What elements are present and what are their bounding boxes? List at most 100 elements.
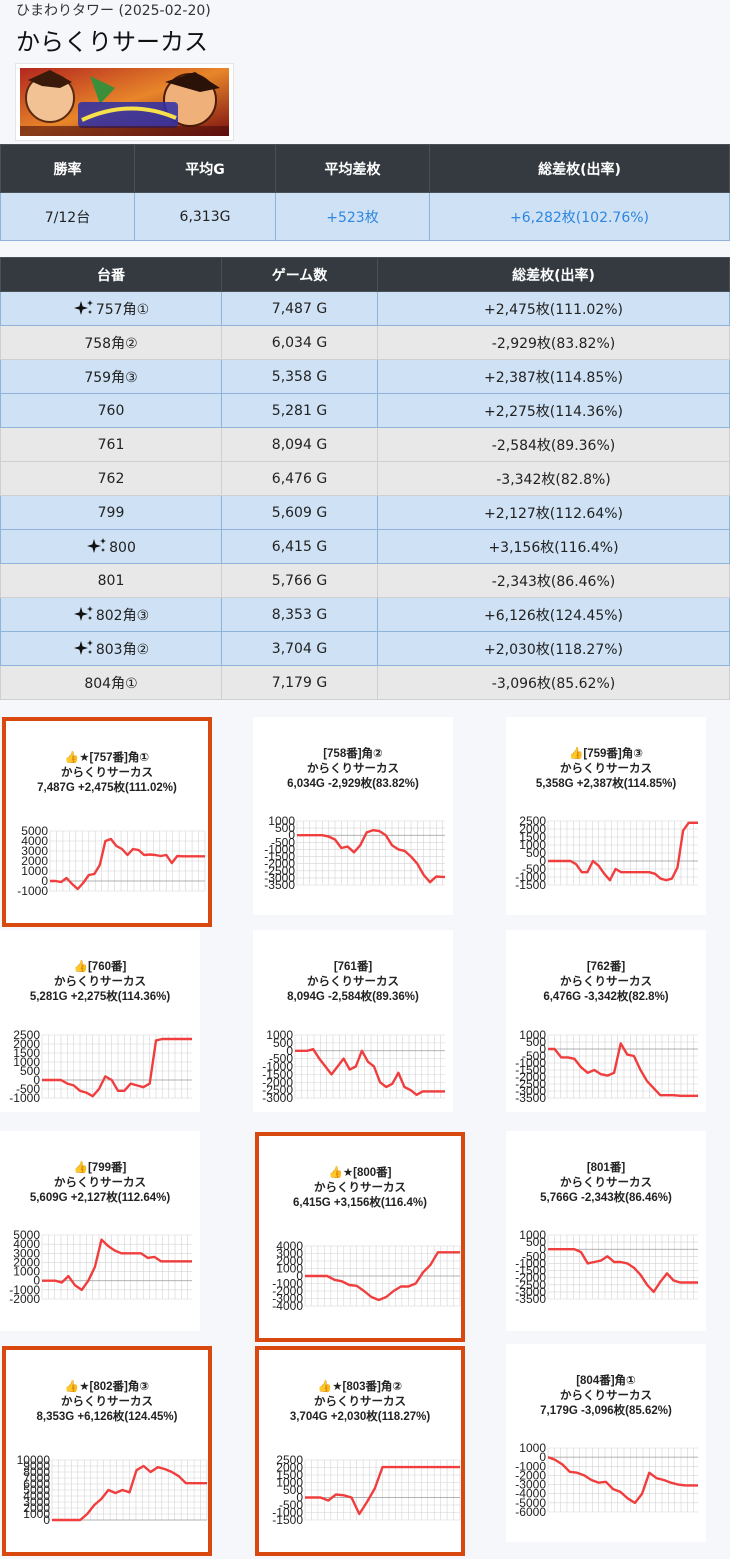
y-tick-label: -3000 xyxy=(262,1091,293,1105)
machine-row[interactable]: 762 6,476 G -3,342枚(82.8%) xyxy=(0,461,730,496)
machine-games: 6,476 G xyxy=(221,461,378,496)
y-tick-label: -2000 xyxy=(272,1284,303,1298)
sparkle-icon xyxy=(87,538,107,553)
y-tick-label: -3000 xyxy=(515,1285,546,1299)
y-tick-label: -500 xyxy=(522,862,546,876)
diff-series-line xyxy=(548,1042,698,1098)
summary-win-rate: 7/12台 xyxy=(0,192,135,241)
y-tick-label: 1000 xyxy=(519,1228,546,1242)
graph-card[interactable]: 👍[759番]角③ からくりサーカス 5,358G +2,387枚(114.85%)… xyxy=(506,717,706,915)
machine-number: 761 xyxy=(97,436,125,453)
y-tick-label: 1000 xyxy=(23,1507,50,1521)
graph-title: 👍[799番] xyxy=(73,1162,127,1174)
y-tick-label: -1000 xyxy=(17,884,48,898)
machine-number: 757角① xyxy=(95,301,150,318)
y-tick-label: 2000 xyxy=(13,1255,40,1269)
machine-diff: -3,342枚(82.8%) xyxy=(377,461,730,496)
graph-card[interactable]: 👍★[803番]角② からくりサーカス 3,704G +2,030枚(118.27%… xyxy=(255,1346,465,1556)
graph-machine-name: からくりサーカス xyxy=(307,763,399,775)
graph-card[interactable]: [758番]角② からくりサーカス 6,034G -2,929枚(83.82%) 10… xyxy=(253,717,453,915)
machine-number-cell: 760 xyxy=(0,393,222,428)
y-tick-label: -2000 xyxy=(9,1292,40,1306)
y-tick-label: 5000 xyxy=(23,1483,50,1497)
machine-number-cell: 804角① xyxy=(0,665,222,700)
machine-games: 5,358 G xyxy=(221,359,378,394)
machine-row[interactable]: 757角① 7,487 G +2,475枚(111.02%) xyxy=(0,291,730,326)
graph-card[interactable]: 👍[760番] からくりサーカス 5,281G +2,275枚(114.36%) 25… xyxy=(0,930,200,1112)
machine-row[interactable]: 758角② 6,034 G -2,929枚(83.82%) xyxy=(0,325,730,360)
y-tick-label: -2000 xyxy=(264,857,295,871)
graph-machine-name: からくりサーカス xyxy=(314,1182,406,1194)
machine-row[interactable]: 803角② 3,704 G +2,030枚(118.27%) xyxy=(0,631,730,666)
y-tick-label: -500 xyxy=(16,1082,40,1096)
graph-card[interactable]: [804番]角① からくりサーカス 7,179G -3,096枚(85.62%) 10… xyxy=(506,1344,706,1542)
y-tick-label: 1000 xyxy=(268,814,295,828)
graph-title: 👍★[803番]角② xyxy=(317,1381,403,1393)
y-tick-label: -500 xyxy=(522,1249,546,1263)
y-tick-label: 0 xyxy=(286,1044,293,1058)
machine-games: 7,179 G xyxy=(221,665,378,700)
sparkle-icon xyxy=(73,605,93,621)
y-tick-label: -2500 xyxy=(515,1278,546,1292)
machine-row[interactable]: 802角③ 8,353 G +6,126枚(124.45%) xyxy=(0,597,730,632)
graph-title: 👍★[800番] xyxy=(328,1167,392,1179)
machine-diff: -2,584枚(89.36%) xyxy=(377,427,730,462)
diff-series-line xyxy=(305,1251,460,1302)
y-tick-label: -1000 xyxy=(515,870,546,884)
graph-card[interactable]: [762番] からくりサーカス 6,476G -3,342枚(82.8%) 1000 5… xyxy=(506,930,706,1112)
graph-machine-name: からくりサーカス xyxy=(307,976,399,988)
y-tick-label: -1500 xyxy=(515,1264,546,1278)
machine-row[interactable]: 761 8,094 G -2,584枚(89.36%) xyxy=(0,427,730,462)
store-date-label: ひまわりタワー (2025-02-20) xyxy=(16,3,211,19)
machine-row[interactable]: 799 5,609 G +2,127枚(112.64%) xyxy=(0,495,730,530)
y-tick-label: 500 xyxy=(526,846,546,860)
y-tick-label: 2000 xyxy=(276,1254,303,1268)
machine-row[interactable]: 759角③ 5,358 G +2,387枚(114.85%) xyxy=(0,359,730,394)
y-tick-label: 0 xyxy=(296,1269,303,1283)
y-tick-label: 1000 xyxy=(519,838,546,852)
y-tick-label: 0 xyxy=(539,1242,546,1256)
graph-title: 👍[760番] xyxy=(73,961,127,973)
graph-stats: 6,476G -3,342枚(82.8%) xyxy=(543,991,669,1003)
machine-row[interactable]: 800 6,415 G +3,156枚(116.4%) xyxy=(0,529,730,564)
graph-title: 👍[759番]角③ xyxy=(569,748,643,760)
y-tick-label: 10000 xyxy=(17,1453,51,1467)
y-tick-label: 500 xyxy=(526,1035,546,1049)
y-tick-label: 500 xyxy=(20,1064,40,1078)
y-tick-label: 0 xyxy=(539,854,546,868)
y-tick-label: -1500 xyxy=(515,878,546,892)
y-tick-label: -2500 xyxy=(515,1077,546,1091)
y-tick-label: 0 xyxy=(288,828,295,842)
graph-card[interactable]: 👍★[802番]角③ からくりサーカス 8,353G +6,126枚(124.45%… xyxy=(2,1346,212,1556)
sparkle-icon xyxy=(73,299,93,315)
graph-card[interactable]: 👍★[757番]角① からくりサーカス 7,487G +2,475枚(111.02%… xyxy=(2,717,212,927)
y-tick-label: -1500 xyxy=(515,1063,546,1077)
diff-series-line xyxy=(42,1238,192,1292)
machine-number: 803角② xyxy=(95,641,150,658)
machine-row[interactable]: 804角① 7,179 G -3,096枚(85.62%) xyxy=(0,665,730,700)
graph-card[interactable]: 👍★[800番] からくりサーカス 6,415G +3,156枚(116.4%) 40… xyxy=(255,1132,465,1342)
y-tick-label: 2000 xyxy=(519,822,546,836)
graph-plot: 10000-1000-2000-3000-4000-5000-6000 xyxy=(515,1441,698,1519)
y-tick-label: 2500 xyxy=(519,814,546,828)
y-tick-label: 0 xyxy=(33,1073,40,1087)
graph-card[interactable]: [801番] からくりサーカス 5,766G -2,343枚(86.46%) 1000… xyxy=(506,1131,706,1331)
diff-series-line xyxy=(295,1048,445,1097)
graph-card[interactable]: 👍[799番] からくりサーカス 5,609G +2,127枚(112.64%) 50… xyxy=(0,1131,200,1331)
y-tick-label: 1500 xyxy=(13,1046,40,1060)
summary-header-avg-diff: 平均差枚 xyxy=(275,144,430,193)
graph-stats: 5,281G +2,275枚(114.36%) xyxy=(29,991,171,1003)
y-tick-label: 7000 xyxy=(23,1471,50,1485)
machine-diff: +2,030枚(118.27%) xyxy=(377,631,730,666)
machine-row[interactable]: 801 5,766 G -2,343枚(86.46%) xyxy=(0,563,730,598)
y-tick-label: -3000 xyxy=(272,1292,303,1306)
summary-header-avg-games: 平均G xyxy=(134,144,276,193)
y-tick-label: 1000 xyxy=(276,1476,303,1490)
y-tick-label: -500 xyxy=(522,1049,546,1063)
graph-card[interactable]: [761番] からくりサーカス 8,094G -2,584枚(89.36%) 1000… xyxy=(253,930,453,1112)
machine-row[interactable]: 760 5,281 G +2,275枚(114.36%) xyxy=(0,393,730,428)
machine-number: 801 xyxy=(97,572,125,589)
